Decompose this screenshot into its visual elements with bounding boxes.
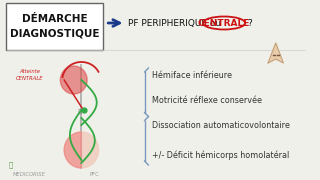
Text: PF PERIPHERIQUE ou: PF PERIPHERIQUE ou <box>128 19 221 28</box>
FancyBboxPatch shape <box>6 3 103 50</box>
Text: Motricité réflexe conservée: Motricité réflexe conservée <box>152 96 262 105</box>
Text: Atteinte
CENTRALE: Atteinte CENTRALE <box>16 69 44 81</box>
Text: +/- Déficit hémicorps homolatéral: +/- Déficit hémicorps homolatéral <box>152 150 290 160</box>
Polygon shape <box>268 43 284 63</box>
Text: ?: ? <box>247 19 252 28</box>
Circle shape <box>64 132 99 168</box>
Text: 🌿: 🌿 <box>9 162 13 168</box>
Text: PFC: PFC <box>89 172 99 177</box>
Circle shape <box>60 66 87 94</box>
Text: DÉMARCHE
DIAGNOSTIQUE: DÉMARCHE DIAGNOSTIQUE <box>10 14 99 38</box>
Wedge shape <box>64 132 81 168</box>
Text: B: B <box>77 109 82 115</box>
Text: Hémiface inférieure: Hémiface inférieure <box>152 71 232 80</box>
Text: Dissociation automaticovolontaire: Dissociation automaticovolontaire <box>152 120 290 129</box>
Text: CENTRALE: CENTRALE <box>198 19 250 28</box>
Text: MEDICORISE: MEDICORISE <box>12 172 45 177</box>
